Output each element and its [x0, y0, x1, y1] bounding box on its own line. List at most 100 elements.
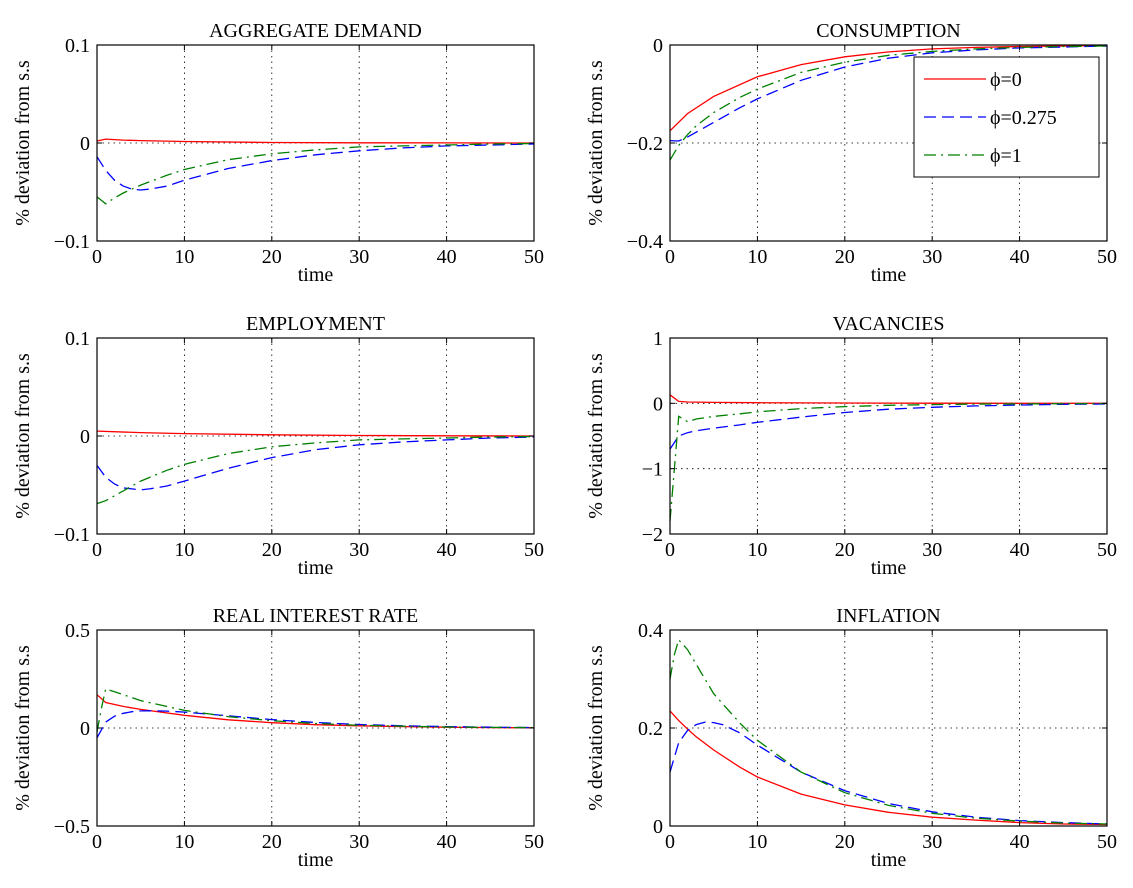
series-line-1 — [669, 710, 1108, 826]
y-tick-label: 0.5 — [65, 620, 90, 642]
y-tick-label: 0 — [80, 426, 90, 448]
series-line-3 — [669, 402, 1108, 521]
x-tick-label: 0 — [92, 831, 102, 853]
x-tick-label: 50 — [524, 831, 544, 853]
series-line-2 — [669, 403, 1108, 450]
plot-frame — [669, 337, 1108, 535]
y-tick-label: 1 — [653, 328, 663, 350]
legend-entry-2: ϕ=0.275 — [990, 107, 1057, 129]
panel-title: VACANCIES — [833, 313, 945, 335]
y-axis-label: % deviation from s.s — [585, 60, 607, 226]
y-tick-label: −1 — [642, 459, 663, 481]
series-line-3 — [669, 638, 1108, 825]
x-tick-label: 10 — [174, 246, 194, 268]
legend: ϕ=0 ϕ=0.275 ϕ=1 — [913, 56, 1100, 178]
panel-2: CONSUMPTION 0 10 20 30 40 50 0 −0.2 −0.4 time % dev… — [585, 20, 1117, 286]
x-tick-label: 50 — [1097, 246, 1117, 268]
x-tick-label: 0 — [665, 831, 675, 853]
x-tick-label: 20 — [835, 246, 855, 268]
y-tick-label: −0.4 — [627, 231, 663, 253]
y-tick-label: −0.2 — [627, 133, 663, 155]
x-axis-label: time — [298, 264, 334, 286]
series-line-3 — [669, 45, 1108, 161]
x-tick-label: 10 — [747, 246, 767, 268]
panel-title: INFLATION — [836, 605, 940, 627]
x-tick-label: 30 — [349, 539, 369, 561]
x-tick-label: 50 — [524, 539, 544, 561]
y-tick-label: 0.4 — [638, 620, 663, 642]
x-axis-label: time — [871, 264, 907, 286]
x-tick-label: 40 — [1010, 539, 1030, 561]
y-axis-label: % deviation from s.s — [12, 60, 34, 226]
series-line-2 — [96, 143, 535, 191]
x-tick-label: 30 — [349, 246, 369, 268]
x-tick-label: 0 — [92, 539, 102, 561]
x-axis-label: time — [298, 557, 334, 579]
x-tick-label: 40 — [1010, 246, 1030, 268]
x-tick-label: 40 — [437, 831, 457, 853]
x-tick-label: 30 — [922, 539, 942, 561]
y-tick-label: −0.1 — [54, 524, 90, 546]
series-line-1 — [669, 394, 1107, 404]
series-line-2 — [96, 710, 535, 739]
x-tick-label: 20 — [262, 539, 282, 561]
x-tick-label: 50 — [524, 246, 544, 268]
panel-title: EMPLOYMENT — [246, 313, 385, 335]
y-tick-label: −0.1 — [54, 231, 90, 253]
x-tick-label: 50 — [1097, 831, 1117, 853]
series-line-1 — [669, 44, 1108, 132]
y-tick-label: 0 — [80, 718, 90, 740]
x-tick-label: 10 — [747, 831, 767, 853]
panel-title: REAL INTEREST RATE — [213, 605, 419, 627]
x-tick-label: 20 — [835, 539, 855, 561]
x-tick-label: 10 — [174, 539, 194, 561]
x-axis-label: time — [298, 849, 334, 871]
x-tick-label: 20 — [835, 831, 855, 853]
y-axis-label: % deviation from s.s — [585, 353, 607, 519]
x-axis-label: time — [871, 557, 907, 579]
panel-title: AGGREGATE DEMAND — [209, 20, 422, 42]
y-axis-label: % deviation from s.s — [585, 645, 607, 811]
panel-6: INFLATION 0 10 20 30 40 50 0.4 0.2 0 time % deviati… — [585, 605, 1117, 871]
x-tick-label: 20 — [262, 831, 282, 853]
y-tick-label: 0 — [653, 816, 663, 838]
x-tick-label: 50 — [1097, 539, 1117, 561]
x-tick-label: 30 — [922, 831, 942, 853]
series-line-1 — [96, 430, 535, 437]
x-tick-label: 0 — [92, 246, 102, 268]
y-tick-label: 0.2 — [638, 718, 663, 740]
y-tick-label: 0 — [653, 35, 663, 57]
x-tick-label: 0 — [665, 539, 675, 561]
x-tick-label: 10 — [174, 831, 194, 853]
series-line-1 — [96, 138, 535, 144]
legend-entry-3: ϕ=1 — [990, 145, 1022, 167]
series-line-2 — [669, 45, 1108, 142]
series-line-3 — [96, 687, 535, 733]
y-tick-label: 0 — [80, 133, 90, 155]
y-axis-label: % deviation from s.s — [12, 645, 34, 811]
x-axis-label: time — [871, 849, 907, 871]
series-line-2 — [669, 721, 1108, 825]
x-tick-label: 40 — [1010, 831, 1030, 853]
y-tick-label: −0.5 — [54, 816, 90, 838]
y-tick-label: −2 — [642, 524, 663, 546]
panel-title: CONSUMPTION — [816, 20, 960, 42]
x-tick-label: 0 — [665, 246, 675, 268]
series-line-3 — [96, 142, 535, 205]
x-tick-label: 40 — [437, 246, 457, 268]
y-axis-label: % deviation from s.s — [12, 353, 34, 519]
y-tick-label: 0 — [653, 393, 663, 415]
x-tick-label: 30 — [922, 246, 942, 268]
x-tick-label: 40 — [437, 539, 457, 561]
y-tick-label: 0.1 — [65, 35, 90, 57]
x-tick-label: 10 — [747, 539, 767, 561]
series-line-2 — [96, 436, 535, 491]
y-tick-label: 0.1 — [65, 328, 90, 350]
x-tick-label: 30 — [349, 831, 369, 853]
x-tick-label: 20 — [262, 246, 282, 268]
